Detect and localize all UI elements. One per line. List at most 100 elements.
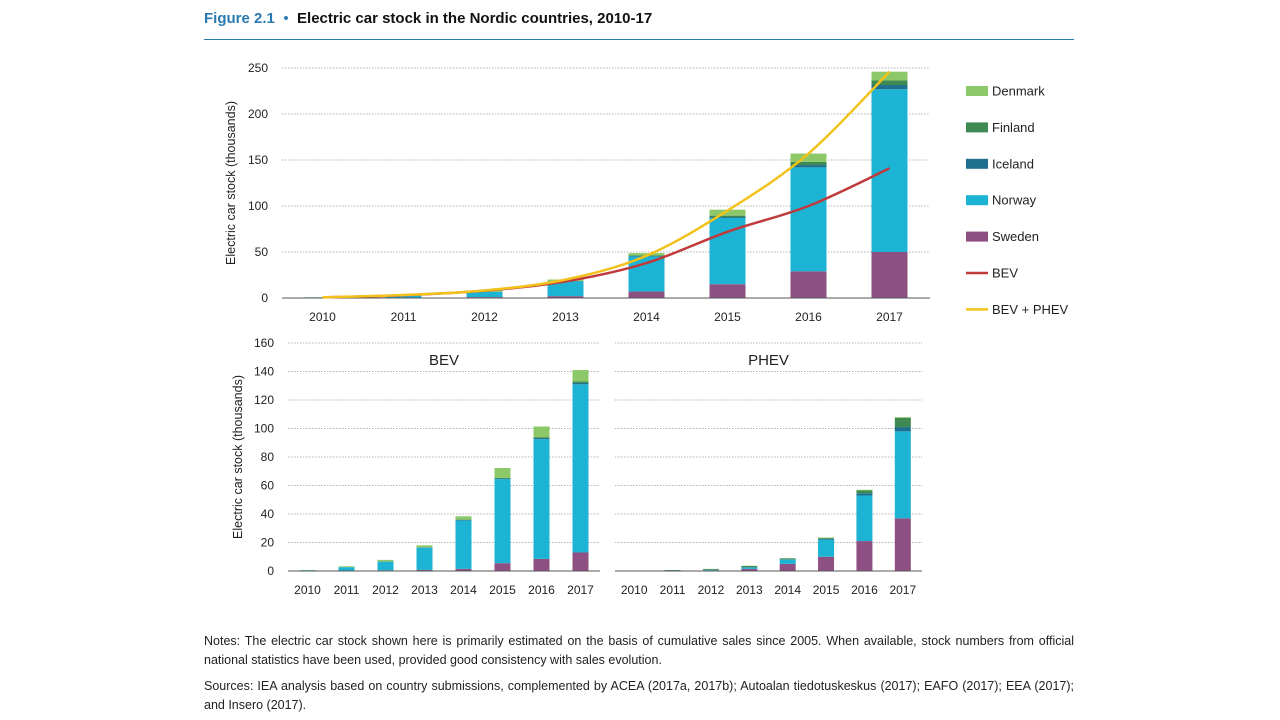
phev-bar-finland-2016 (856, 490, 873, 494)
bev-xtick-label: 2016 (528, 583, 555, 597)
figure-number: Figure 2.1 (204, 10, 275, 27)
total-bar-finland-2017 (871, 80, 908, 86)
bev-bar-norway-2011 (338, 567, 355, 571)
bev-bar-sweden-2016 (533, 558, 550, 571)
legend-swatch-sweden (966, 231, 988, 242)
phev-panel: 2010 2011 2012 2013 2014 2015 2016 2017 PHEV (615, 342, 922, 597)
sources-text: Sources: IEA analysis based on country s… (204, 679, 1074, 712)
bev-ytick-label: 120 (254, 393, 274, 407)
legend-swatch-iceland (966, 158, 988, 169)
total-bar-denmark-2017 (871, 71, 908, 81)
total-line-bev-phev (322, 70, 891, 299)
bev-xtick-label: 2017 (567, 583, 594, 597)
bev-ytick-label: 160 (254, 336, 274, 350)
total-bar-sweden-2017 (871, 252, 908, 298)
bev-bar-norway-2014 (455, 520, 472, 569)
bev-panel-title: BEV (429, 352, 459, 369)
bev-bar-sweden-2013 (416, 569, 433, 571)
total-bar-sweden-2013 (547, 296, 584, 298)
phev-bar-sweden-2016 (856, 541, 873, 571)
figure-title: Electric car stock in the Nordic countri… (297, 10, 653, 27)
bev-ytick-label: 20 (261, 536, 275, 550)
total-bar-finland-2015 (709, 215, 746, 218)
phev-bar-sweden-2015 (818, 556, 835, 571)
legend-label-bev: BEV (992, 266, 1018, 281)
bev-bar-sweden-2014 (455, 568, 472, 571)
legend-swatch-norway (966, 195, 988, 206)
legend-label-sweden: Sweden (992, 229, 1039, 244)
bev-ytick-label: 60 (261, 479, 275, 493)
phev-bar-norway-2013 (741, 567, 758, 569)
phev-bar-finland-2017 (894, 417, 911, 428)
total-xtick-label: 2015 (714, 310, 741, 324)
bev-bar-denmark-2011 (338, 566, 355, 568)
bev-bar-iceland-2017 (572, 382, 589, 385)
bev-bar-denmark-2013 (416, 545, 433, 548)
total-bar-norway-2017 (871, 89, 908, 252)
total-bar-sweden-2014 (628, 291, 665, 298)
total-bar-norway-2012 (466, 292, 503, 298)
bev-bar-finland-2017 (572, 381, 589, 383)
bev-xtick-label: 2010 (294, 583, 321, 597)
bev-ytick-label: 0 (267, 564, 274, 578)
total-xtick-label: 2012 (471, 310, 498, 324)
bev-bar-norway-2013 (416, 547, 433, 570)
total-bar-sweden-2016 (790, 271, 827, 298)
bev-bar-norway-2015 (494, 479, 511, 564)
total-bar-sweden-2015 (709, 284, 746, 298)
phev-bar-sweden-2017 (894, 518, 911, 571)
total-xtick-label: 2013 (552, 310, 579, 324)
bev-bar-sweden-2017 (572, 552, 589, 571)
legend-label-bev-phev: BEV + PHEV (992, 302, 1069, 317)
total-xtick-label: 2017 (876, 310, 903, 324)
bev-xtick-label: 2014 (450, 583, 477, 597)
total-bar-iceland-2016 (790, 165, 827, 168)
total-ytick-label: 0 (261, 291, 268, 305)
total-xtick-label: 2011 (391, 310, 417, 324)
bev-bar-denmark-2015 (494, 467, 511, 478)
phev-bar-denmark-2016 (856, 489, 873, 491)
phev-bar-iceland-2017 (894, 427, 911, 432)
phev-bar-norway-2014 (779, 559, 796, 564)
phev-bar-iceland-2015 (818, 538, 835, 540)
bev-bar-sweden-2015 (494, 563, 511, 571)
phev-bar-sweden-2014 (779, 563, 796, 571)
phev-bar-norway-2017 (894, 431, 911, 519)
phev-bar-finland-2013 (741, 566, 758, 568)
legend-label-norway: Norway (992, 193, 1037, 208)
bev-bar-denmark-2017 (572, 370, 589, 382)
legend: Denmark Finland Iceland Norway Sweden BEV BEV … (966, 84, 1069, 317)
phev-bar-finland-2015 (818, 538, 835, 539)
total-bar-denmark-2014 (628, 253, 665, 256)
bev-ytick-label: 80 (261, 450, 275, 464)
phev-xtick-label: 2013 (736, 583, 763, 597)
phev-xtick-label: 2015 (813, 583, 840, 597)
total-ylabel: Electric car stock (thousands) (224, 101, 238, 265)
phev-xtick-label: 2014 (774, 583, 801, 597)
figure-bullet: • (283, 10, 289, 27)
total-bar-finland-2016 (790, 161, 827, 166)
bev-ylabel: Electric car stock (thousands) (231, 375, 245, 539)
bev-bar-iceland-2015 (494, 478, 511, 480)
notes-text: Notes: The electric car stock shown here… (204, 634, 1074, 667)
bev-xtick-label: 2015 (489, 583, 516, 597)
total-bar-denmark-2015 (709, 209, 746, 216)
phev-xtick-label: 2012 (698, 583, 725, 597)
phev-bar-sweden-2013 (741, 568, 758, 571)
legend-label-finland: Finland (992, 120, 1035, 135)
bev-ytick-label: 140 (254, 365, 274, 379)
legend-swatch-denmark (966, 86, 988, 96)
legend-label-iceland: Iceland (992, 156, 1034, 171)
legend-label-denmark: Denmark (992, 84, 1045, 99)
bev-panel: 0 20 40 60 80 100 120 140 160 2010 2011 2012 2013 201… (254, 336, 600, 597)
total-bar-iceland-2017 (871, 85, 908, 90)
total-ytick-label: 100 (248, 199, 268, 213)
phev-bar-finland-2012 (702, 569, 719, 570)
phev-bar-norway-2016 (856, 495, 873, 542)
bev-bar-norway-2012 (377, 561, 394, 571)
total-bar-norway-2016 (790, 167, 827, 272)
total-xtick-label: 2014 (633, 310, 660, 324)
bev-xtick-label: 2013 (411, 583, 438, 597)
total-bar-iceland-2015 (709, 217, 746, 218)
